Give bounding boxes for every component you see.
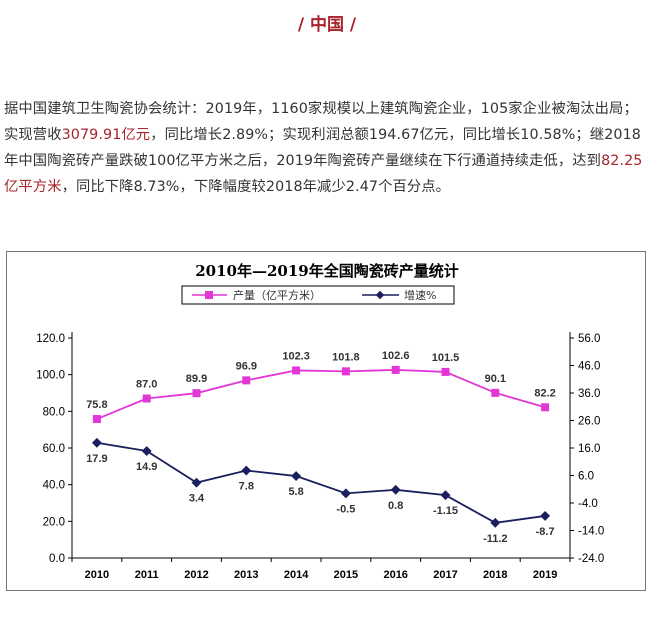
statistics-paragraph: 据中国建筑卫生陶瓷协会统计：2019年，1160家规模以上建筑陶瓷企业，105家… (4, 96, 652, 200)
y-right-tick-label: -4.0 (578, 498, 598, 510)
revenue-value: 3079.91亿元 (61, 127, 151, 143)
data-label-growth: 17.9 (86, 453, 107, 465)
output-value: 82.25亿平方米 (4, 153, 643, 195)
data-point-growth (540, 510, 551, 521)
data-point-output (242, 376, 251, 385)
y-right-tick-label: 26.0 (578, 416, 600, 428)
y-left-tick-label: 20.0 (43, 516, 65, 528)
y-right-tick-label: -24.0 (578, 553, 604, 565)
data-label-growth: -1.15 (433, 505, 458, 517)
x-tick-label: 2012 (184, 569, 208, 581)
data-label-output: 96.9 (236, 360, 257, 372)
data-label-output: 75.8 (86, 399, 107, 411)
data-label-output: 101.8 (332, 351, 360, 363)
data-point-growth (490, 517, 501, 528)
x-tick-label: 2017 (433, 569, 457, 581)
legend-marker-output (205, 291, 213, 299)
data-label-output: 87.0 (136, 379, 157, 391)
data-label-output: 102.6 (382, 350, 410, 362)
data-label-output: 90.1 (485, 373, 506, 385)
y-right-tick-label: 16.0 (578, 443, 600, 455)
data-point-growth (440, 490, 451, 501)
y-left-tick-label: 100.0 (36, 370, 65, 382)
y-left-tick-label: 120.0 (36, 333, 65, 345)
data-point-growth (291, 471, 302, 481)
data-label-growth: 0.8 (388, 500, 403, 512)
x-tick-label: 2016 (383, 569, 407, 581)
y-left-tick-label: 40.0 (43, 480, 65, 492)
y-right-tick-label: 6.0 (578, 471, 594, 483)
x-tick-label: 2011 (135, 569, 159, 581)
series-line-output (96, 368, 546, 420)
y-left-tick-label: 0.0 (49, 553, 65, 565)
y-right-tick-label: 36.0 (578, 388, 600, 400)
chart-title: 2010年—2019年全国陶瓷砖产量统计 (195, 262, 459, 280)
legend-label-output: 产量（亿平方米） (233, 288, 321, 302)
x-tick-label: 2015 (334, 569, 358, 581)
data-label-output: 89.9 (186, 373, 207, 385)
data-point-output (391, 365, 400, 374)
data-point-output (142, 394, 151, 403)
data-label-growth: 7.8 (239, 481, 254, 493)
data-label-output: 101.5 (432, 352, 460, 364)
data-point-growth (191, 477, 202, 488)
data-label-growth: 5.8 (288, 486, 303, 498)
data-label-output: 102.3 (282, 350, 310, 362)
data-label-growth: -8.7 (536, 526, 555, 538)
legend-label-growth: 增速% (404, 288, 436, 302)
y-left-tick-label: 60.0 (43, 443, 65, 455)
data-point-output (341, 367, 350, 376)
x-tick-label: 2013 (234, 569, 258, 581)
y-right-tick-label: 56.0 (578, 333, 600, 345)
data-point-output (92, 415, 101, 424)
chart-legend (181, 285, 455, 305)
production-chart: 2010年—2019年全国陶瓷砖产量统计产量（亿平方米） 增速% 0.0 20.0 40… (6, 251, 646, 591)
data-point-output (192, 389, 201, 398)
data-label-output: 82.2 (534, 387, 555, 399)
data-point-growth (141, 446, 152, 456)
data-point-output (292, 366, 301, 375)
x-tick-label: 2019 (533, 569, 557, 581)
data-point-growth (340, 488, 351, 499)
data-point-output (441, 367, 450, 376)
y-right-tick-label: 46.0 (578, 361, 600, 373)
data-label-growth: -11.2 (483, 533, 507, 545)
legend-marker-growth (375, 290, 385, 300)
data-point-growth (91, 437, 102, 448)
x-tick-label: 2014 (284, 569, 309, 581)
data-point-output (541, 403, 550, 412)
data-label-growth: -0.5 (336, 503, 355, 515)
data-point-output (491, 388, 500, 397)
data-label-growth: 14.9 (136, 461, 157, 473)
data-point-growth (390, 484, 401, 495)
paragraph-text: 据中国建筑卫生陶瓷协会统计：2019年，1160家规模以上建筑陶瓷企业，105家… (4, 101, 638, 143)
y-right-tick-label: -14.0 (578, 526, 604, 538)
data-label-growth: 3.4 (189, 493, 205, 505)
y-left-tick-label: 80.0 (43, 406, 65, 418)
x-tick-label: 2018 (483, 569, 507, 581)
data-point-growth (241, 465, 252, 476)
paragraph-text: ，同比下降8.73%，下降幅度较2018年减少2.47个百分点。 (61, 179, 451, 195)
series-line-growth (96, 441, 546, 524)
x-tick-label: 2010 (85, 569, 109, 581)
paragraph-text: ，同比增长2.89%；实现利润总额194.67亿元，同比增长10.58%；继20… (4, 127, 641, 169)
section-title: / 中国 / (297, 15, 357, 35)
